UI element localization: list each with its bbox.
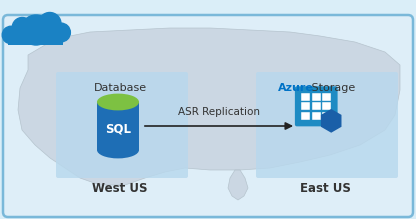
Bar bbox=[301, 112, 310, 120]
Bar bbox=[322, 112, 331, 120]
Text: Storage: Storage bbox=[308, 83, 355, 93]
Polygon shape bbox=[18, 28, 400, 185]
FancyBboxPatch shape bbox=[56, 72, 188, 178]
Text: East US: East US bbox=[300, 182, 350, 195]
Bar bbox=[312, 102, 321, 110]
Text: Database: Database bbox=[94, 83, 146, 93]
Ellipse shape bbox=[97, 142, 139, 158]
Polygon shape bbox=[321, 109, 342, 133]
Bar bbox=[8, 32, 64, 45]
Text: West US: West US bbox=[92, 182, 148, 195]
Bar bbox=[97, 102, 139, 150]
Text: ASR Replication: ASR Replication bbox=[178, 107, 260, 117]
Circle shape bbox=[39, 12, 61, 35]
Bar bbox=[312, 112, 321, 120]
FancyBboxPatch shape bbox=[3, 15, 413, 217]
Text: SQL: SQL bbox=[105, 122, 131, 135]
FancyBboxPatch shape bbox=[256, 72, 398, 178]
Bar bbox=[322, 102, 331, 110]
Bar bbox=[301, 102, 310, 110]
Circle shape bbox=[21, 15, 51, 45]
Ellipse shape bbox=[97, 94, 139, 110]
Bar bbox=[301, 93, 310, 101]
FancyBboxPatch shape bbox=[295, 86, 338, 126]
Bar bbox=[322, 93, 331, 101]
Text: Azure: Azure bbox=[278, 83, 314, 93]
Circle shape bbox=[52, 23, 70, 42]
Circle shape bbox=[2, 26, 20, 44]
Circle shape bbox=[12, 18, 32, 37]
Polygon shape bbox=[228, 170, 248, 200]
Bar bbox=[312, 93, 321, 101]
